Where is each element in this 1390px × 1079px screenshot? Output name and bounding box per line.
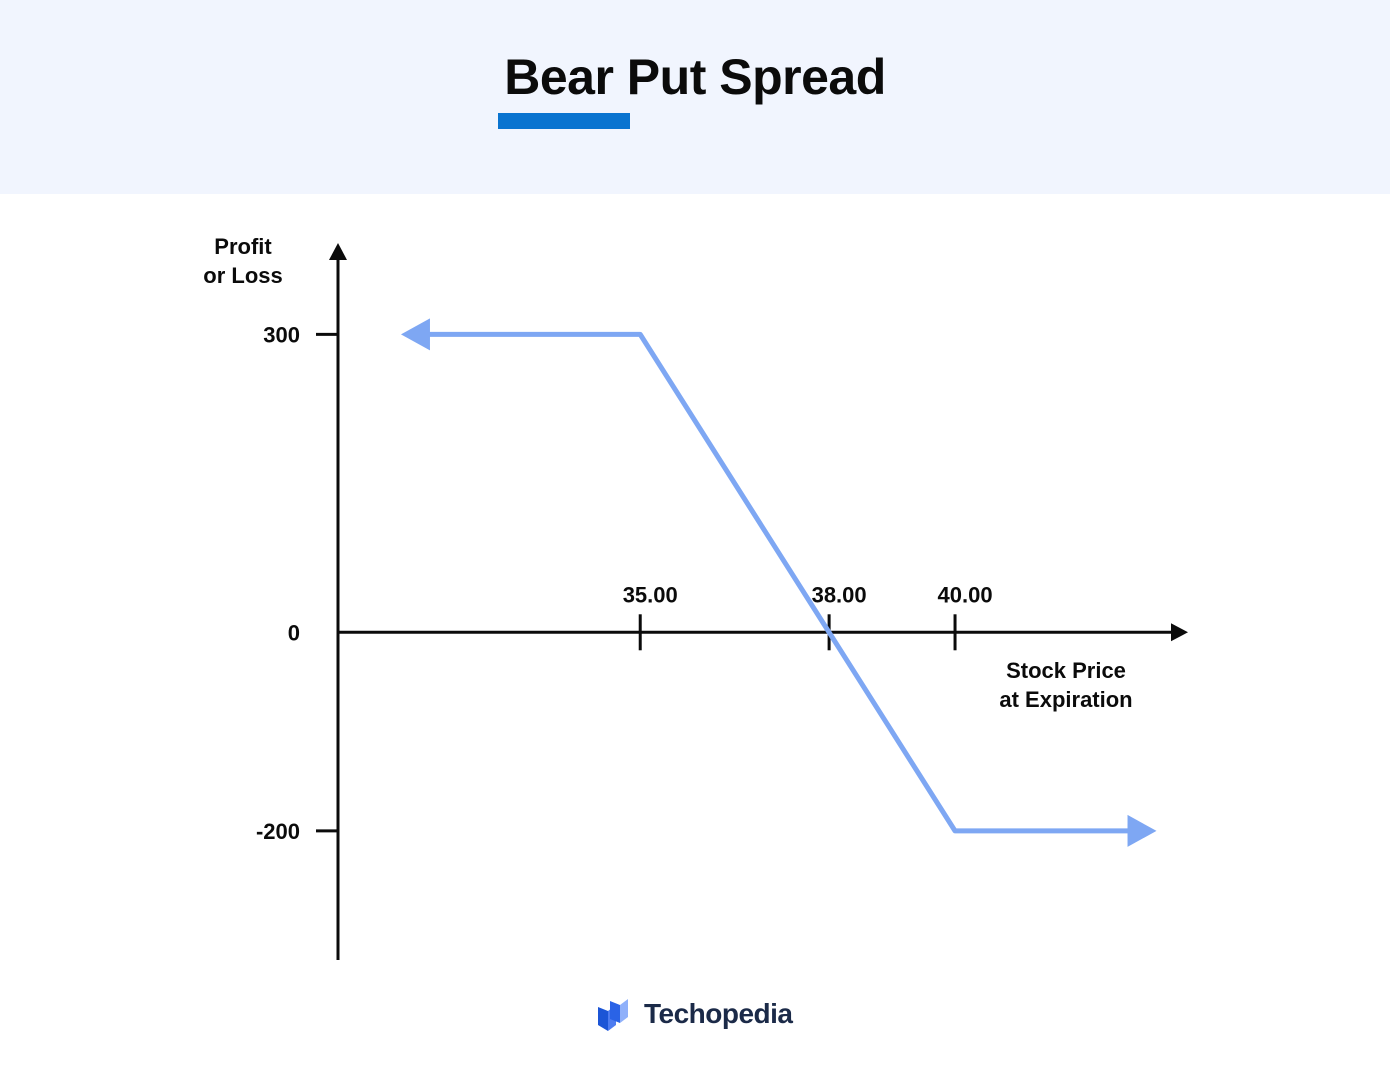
payoff-line <box>418 331 1139 834</box>
y-tick-label: 300 <box>263 322 300 347</box>
y-axis-arrowhead <box>329 243 347 260</box>
chart-title: Bear Put Spread <box>504 49 886 105</box>
title-underline <box>498 113 630 129</box>
x-tick-label: 35.00 <box>623 582 678 607</box>
payoff-arrow-left <box>400 318 430 351</box>
y-tick-label: -200 <box>256 819 300 844</box>
x-tick-label: 38.00 <box>812 582 867 607</box>
x-axis-title-line: Stock Price <box>1006 658 1126 683</box>
y-tick-label: 0 <box>288 620 300 645</box>
x-axis-title-line: at Expiration <box>999 687 1132 712</box>
y-ticks: 300 0 -200 <box>256 322 338 844</box>
y-axis-title-line: Profit <box>214 234 272 259</box>
techopedia-logo-icon <box>598 999 628 1031</box>
x-axis-arrowhead <box>1171 623 1188 642</box>
x-tick-label: 40.00 <box>938 582 993 607</box>
x-ticks: 35.00 38.00 40.00 <box>623 582 993 651</box>
y-axis-title-line: or Loss <box>203 263 282 288</box>
payoff-series <box>400 318 1157 847</box>
brand-name: Techopedia <box>644 998 793 1029</box>
y-axis-title: Profit or Loss <box>203 234 282 288</box>
x-axis-title: Stock Price at Expiration <box>999 658 1132 712</box>
header-band: Bear Put Spread <box>0 0 1390 194</box>
payoff-arrow-right <box>1127 814 1157 847</box>
chart-axes <box>329 243 1188 960</box>
brand-footer: Techopedia <box>594 994 793 1034</box>
